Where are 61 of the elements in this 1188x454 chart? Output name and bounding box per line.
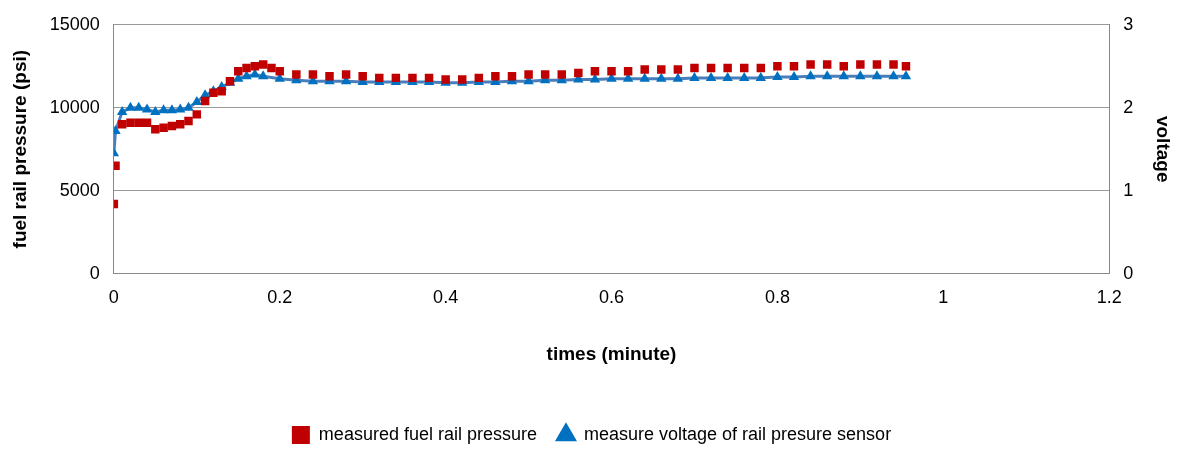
point xyxy=(242,63,251,73)
point xyxy=(806,60,815,69)
y2-tick-label: 2 xyxy=(1123,96,1134,117)
legend-label: measured fuel rail pressure xyxy=(318,423,537,444)
y-tick-label: 5000 xyxy=(59,179,100,200)
point xyxy=(151,125,160,134)
point xyxy=(192,110,202,119)
point xyxy=(308,70,318,79)
y-axis-title: fuel rail pressure (psi) xyxy=(8,49,30,249)
point xyxy=(117,120,127,129)
legend-label: measure voltage of rail presure sensor xyxy=(583,423,892,444)
point xyxy=(524,70,533,79)
x-tick-label: 0 xyxy=(108,287,119,308)
point xyxy=(540,70,550,79)
point xyxy=(822,60,832,69)
point xyxy=(159,123,168,132)
point xyxy=(341,70,351,79)
point xyxy=(673,65,683,74)
x-tick-label: 0.2 xyxy=(267,287,293,308)
x-tick-label: 0.4 xyxy=(433,287,459,308)
point xyxy=(491,71,500,81)
x-axis-title: times (minute) xyxy=(546,342,677,364)
point xyxy=(872,60,882,69)
point xyxy=(325,71,334,81)
point xyxy=(234,67,243,76)
y-tick-label: 0 xyxy=(89,262,100,283)
point xyxy=(607,67,616,76)
point xyxy=(142,118,152,127)
point xyxy=(267,63,276,73)
point xyxy=(789,62,799,71)
point xyxy=(839,62,849,71)
point xyxy=(889,60,898,69)
point xyxy=(134,118,143,127)
y-tick-label: 15000 xyxy=(49,13,100,34)
point xyxy=(901,62,911,71)
point xyxy=(292,70,301,79)
point xyxy=(690,63,699,73)
point xyxy=(640,65,649,74)
point xyxy=(175,120,185,129)
point xyxy=(258,60,268,69)
point xyxy=(126,118,135,127)
y2-tick-label: 1 xyxy=(1123,179,1134,200)
point xyxy=(773,62,782,71)
x-tick-label: 0.6 xyxy=(599,287,625,308)
point xyxy=(113,161,120,171)
y2-tick-label: 3 xyxy=(1123,13,1134,34)
y2-tick-label: 0 xyxy=(1123,262,1134,283)
x-tick-label: 1 xyxy=(938,287,949,308)
point xyxy=(557,70,566,79)
y-tick-label: 10000 xyxy=(49,96,100,117)
x-tick-label: 1.2 xyxy=(1096,287,1122,308)
point xyxy=(723,63,732,73)
point xyxy=(250,62,260,71)
point xyxy=(184,116,193,126)
x-tick-label: 0.8 xyxy=(764,287,790,308)
point xyxy=(358,71,367,81)
y2-axis-title: voltage xyxy=(1153,115,1175,183)
point xyxy=(217,86,226,96)
point xyxy=(856,60,865,69)
point xyxy=(657,65,666,74)
point xyxy=(574,68,583,78)
